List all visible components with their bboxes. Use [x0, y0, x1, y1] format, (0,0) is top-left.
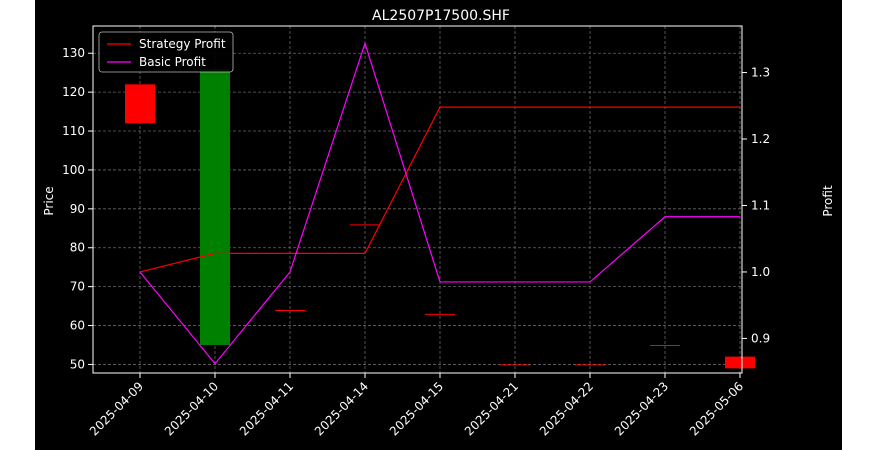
chart-canvas: AL2507P17500.SHF Price Profit 2025-04-09… — [42, 8, 835, 438]
y-tick-label-left: 60 — [70, 319, 85, 333]
x-tick-label: 2025-04-11 — [237, 379, 296, 438]
candle — [125, 84, 155, 124]
plot-frame — [92, 25, 743, 374]
grid-lines — [93, 26, 742, 373]
y-tick-label-right: 1.0 — [751, 265, 770, 279]
y-tick-label-right: 1.2 — [751, 132, 770, 146]
x-tick-label: 2025-04-14 — [312, 379, 371, 438]
y-tick-label-left: 110 — [62, 124, 85, 138]
x-tick-label: 2025-04-22 — [537, 379, 596, 438]
legend-label: Strategy Profit — [139, 37, 226, 51]
candlestick-series — [125, 68, 755, 369]
x-tick-label: 2025-04-10 — [162, 379, 221, 438]
y-tick-label-right: 1.3 — [751, 66, 770, 80]
legend-label: Basic Profit — [139, 55, 206, 69]
series-line-basic-profit — [139, 41, 740, 365]
y-axis-label-right: Profit — [821, 185, 835, 217]
candle — [500, 364, 530, 366]
y-tick-label-left: 100 — [62, 163, 85, 177]
series-line-strategy-profit — [139, 106, 740, 273]
y-tick-label-left: 70 — [70, 280, 85, 294]
candle — [200, 68, 230, 345]
y-tick-label-right: 0.9 — [751, 331, 770, 345]
candle — [350, 224, 380, 226]
y-tick-label-left: 50 — [70, 357, 85, 371]
legend: Strategy Profit Basic Profit — [98, 31, 234, 73]
candle — [275, 309, 305, 311]
y-axis-label-left: Price — [42, 186, 56, 215]
y-tick-label-left: 120 — [62, 85, 85, 99]
chart-title: AL2507P17500.SHF — [372, 8, 510, 24]
x-tick-label: 2025-04-15 — [387, 379, 446, 438]
x-tick-label: 2025-04-09 — [87, 379, 146, 438]
candle — [425, 313, 455, 315]
x-tick-label: 2025-04-23 — [612, 379, 671, 438]
candle — [575, 364, 605, 366]
candle — [650, 344, 680, 346]
axes: 2025-04-09 2025-04-10 2025-04-11 2025-04-14… — [62, 25, 770, 438]
y-tick-label-left: 80 — [70, 241, 85, 255]
profit-lines — [139, 41, 740, 365]
chart-figure: AL2507P17500.SHF Price Profit 2025-04-09… — [35, 0, 842, 450]
candle — [725, 356, 755, 369]
legend-box — [98, 31, 234, 73]
y-tick-label-right: 1.1 — [751, 198, 770, 212]
x-tick-label: 2025-05-06 — [687, 379, 746, 438]
y-tick-label-left: 130 — [62, 46, 85, 60]
x-tick-label: 2025-04-21 — [462, 379, 521, 438]
y-tick-label-left: 90 — [70, 202, 85, 216]
